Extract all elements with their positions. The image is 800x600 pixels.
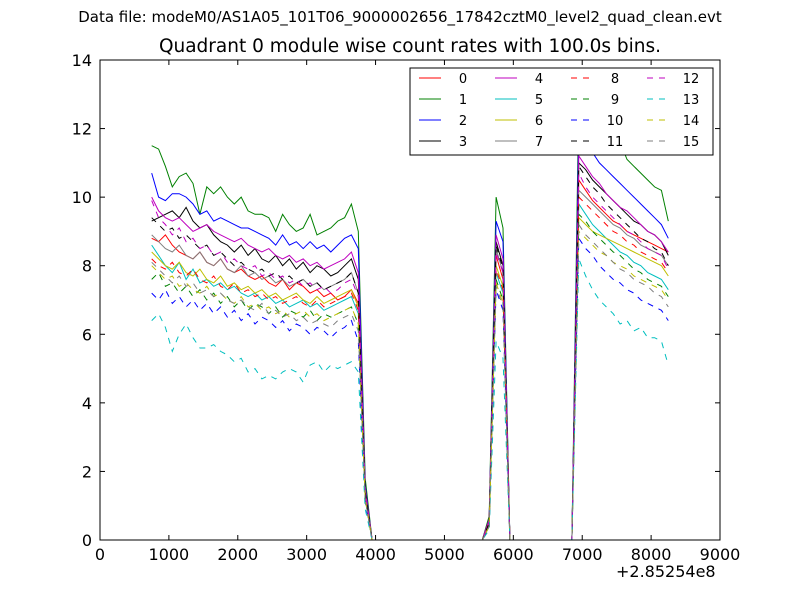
series-line-0 — [151, 178, 669, 540]
series-line-8 — [151, 195, 669, 540]
x-tick-label: 6000 — [493, 545, 534, 564]
series-line-13 — [151, 258, 669, 540]
legend-label-3: 3 — [459, 135, 467, 150]
legend-box — [409, 67, 714, 156]
x-tick-label: 0 — [95, 545, 105, 564]
y-tick-label: 4 — [82, 394, 92, 413]
series-line-10 — [151, 236, 669, 540]
x-tick-label: 1000 — [149, 545, 190, 564]
legend-label-12: 12 — [683, 72, 700, 87]
series-line-5 — [151, 202, 669, 540]
legend-label-0: 0 — [459, 72, 467, 87]
series-line-3 — [151, 161, 669, 540]
x-tick-label: 7000 — [562, 545, 603, 564]
series-line-12 — [151, 172, 669, 540]
series-line-6 — [151, 216, 669, 540]
x-tick-label: 2000 — [217, 545, 258, 564]
legend-label-6: 6 — [535, 114, 543, 129]
series-line-4 — [151, 154, 669, 540]
series-line-14 — [151, 230, 669, 540]
x-axis-offset-label: +2.85254e8 — [616, 562, 716, 581]
plot-frame — [99, 59, 721, 541]
legend-label-8: 8 — [611, 72, 619, 87]
x-tick-label: 8000 — [631, 545, 672, 564]
legend-label-1: 1 — [459, 93, 467, 108]
series-line-1 — [151, 97, 669, 540]
y-tick-label: 8 — [82, 257, 92, 276]
y-tick-label: 12 — [72, 120, 92, 139]
figure-suptitle: Data file: modeM0/AS1A05_101T06_90000026… — [78, 8, 722, 26]
x-tick-label: 3000 — [286, 545, 327, 564]
y-tick-label: 0 — [82, 531, 92, 550]
chart-title: Quadrant 0 module wise count rates with … — [158, 36, 662, 57]
y-tick-label: 2 — [82, 462, 92, 481]
x-tick-label: 4000 — [355, 545, 396, 564]
series-line-9 — [151, 213, 669, 540]
series-line-7 — [151, 189, 669, 540]
legend-label-9: 9 — [611, 93, 619, 108]
legend-label-10: 10 — [607, 114, 624, 129]
legend-label-13: 13 — [683, 93, 700, 108]
legend-label-15: 15 — [683, 135, 700, 150]
series-line-2 — [151, 128, 669, 540]
legend-label-5: 5 — [535, 93, 543, 108]
legend-label-4: 4 — [535, 72, 543, 87]
x-tick-label: 5000 — [424, 545, 465, 564]
y-tick-label: 10 — [72, 188, 92, 207]
legend-label-2: 2 — [459, 114, 467, 129]
series-line-15 — [151, 223, 669, 540]
y-tick-label: 6 — [82, 325, 92, 344]
y-tick-label: 14 — [72, 51, 92, 70]
legend-label-14: 14 — [683, 114, 700, 129]
series-line-11 — [151, 164, 669, 540]
x-tick-label: 9000 — [700, 545, 741, 564]
legend-label-7: 7 — [535, 135, 543, 150]
legend-label-11: 11 — [607, 135, 624, 150]
